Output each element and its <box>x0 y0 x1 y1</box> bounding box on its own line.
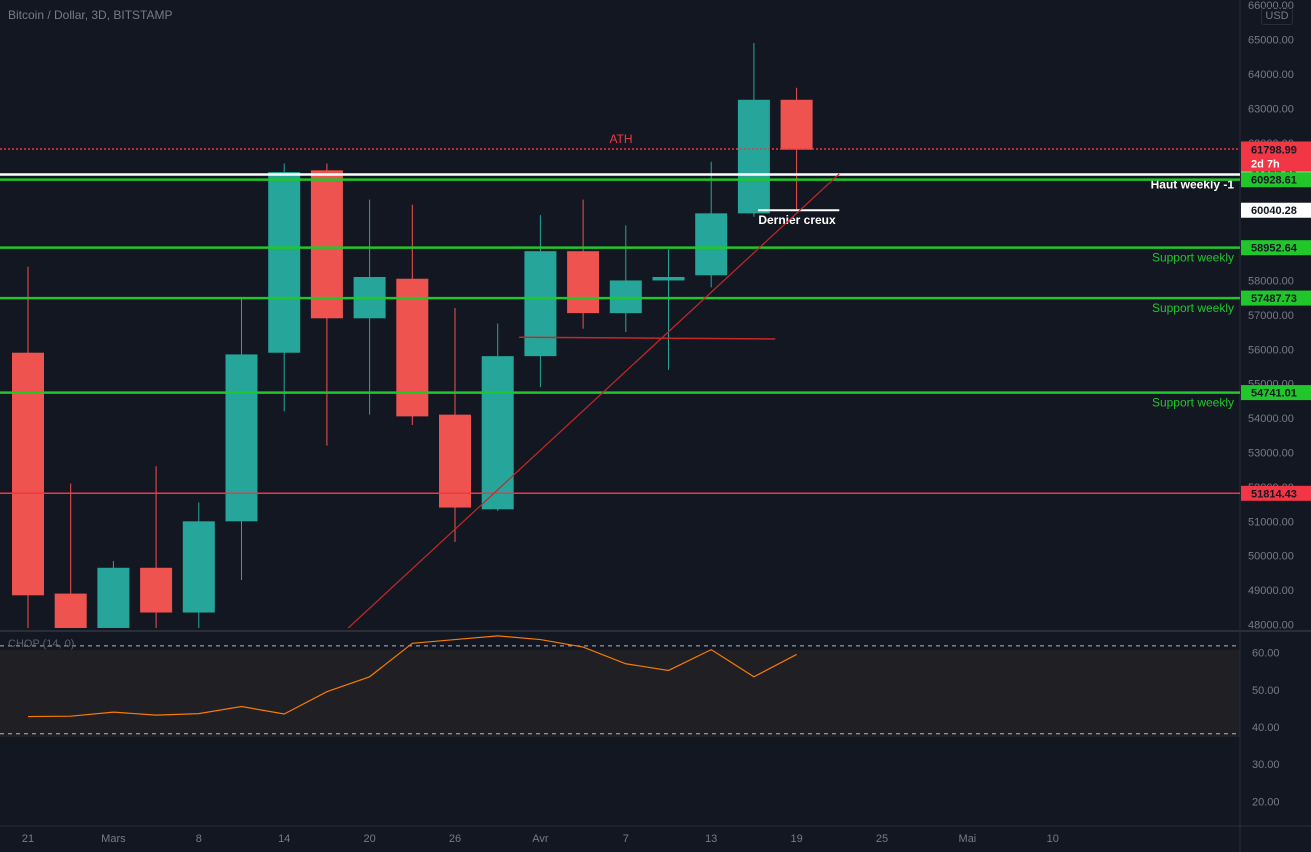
candle <box>609 225 642 333</box>
candle <box>524 215 557 388</box>
x-tick-label: Avr <box>532 833 549 845</box>
y-tick-label: 49000.00 <box>1248 585 1294 597</box>
candle <box>780 87 813 210</box>
x-tick-label: Mars <box>101 833 126 845</box>
candle <box>54 483 87 628</box>
candle-body <box>310 170 343 319</box>
candle <box>310 163 343 446</box>
x-tick-label: 13 <box>705 833 717 845</box>
x-tick-label: 7 <box>623 833 629 845</box>
price-label-box <box>1241 485 1311 501</box>
y-tick-label: 48000.00 <box>1248 620 1294 632</box>
x-tick-label: 14 <box>278 833 290 845</box>
x-tick-label: 25 <box>876 833 888 845</box>
price-label-box <box>1241 240 1311 256</box>
candle-body <box>567 251 600 314</box>
price-label-text: 60040.28 <box>1251 205 1297 217</box>
x-tick-label: 26 <box>449 833 461 845</box>
haut-weekly-label: Haut weekly -1 <box>1151 178 1235 192</box>
candle <box>737 43 770 217</box>
chop-tick-label: 40.00 <box>1252 722 1280 734</box>
candle <box>182 502 215 628</box>
chop-tick-label: 20.00 <box>1252 796 1280 808</box>
price-label-text: 54741.01 <box>1251 388 1297 400</box>
x-tick-label: 20 <box>363 833 375 845</box>
candle-body <box>182 521 215 613</box>
candle-body <box>780 99 813 150</box>
candle-body <box>97 567 130 628</box>
y-tick-label: 63000.00 <box>1248 103 1294 115</box>
price-label-box <box>1241 202 1311 218</box>
y-tick-label: 51000.00 <box>1248 516 1294 528</box>
y-tick-label: 57000.00 <box>1248 310 1294 322</box>
price-label-text: 51814.43 <box>1251 488 1297 500</box>
support-label: Support weekly <box>1152 251 1234 265</box>
price-label-box <box>1241 385 1311 401</box>
candle <box>97 560 130 628</box>
support-label: Support weekly <box>1152 396 1234 410</box>
candle-body <box>140 567 173 613</box>
chop-tick-label: 50.00 <box>1252 685 1280 697</box>
chart-title: Bitcoin / Dollar, 3D, BITSTAMP <box>8 8 173 22</box>
indicator-band-fill <box>0 650 1240 737</box>
candle-body <box>609 280 642 314</box>
candle <box>439 307 471 542</box>
candle-body <box>737 99 770 214</box>
indicator-label: CHOP (14, 0) <box>8 638 75 650</box>
price-label-box <box>1241 172 1311 188</box>
price-label-text: 61798.99 <box>1251 145 1297 157</box>
countdown-box <box>1241 156 1311 172</box>
support-label: Support weekly <box>1152 301 1234 315</box>
candle-body <box>12 352 44 596</box>
candle-body <box>652 277 685 281</box>
price-label-box <box>1241 290 1311 306</box>
x-tick-label: 21 <box>22 833 34 845</box>
candle <box>268 163 301 412</box>
y-tick-label: 58000.00 <box>1248 275 1294 287</box>
currency-button[interactable]: USD <box>1261 7 1293 25</box>
x-tick-label: 8 <box>196 833 202 845</box>
horizontal-segment <box>519 336 776 340</box>
candle-body <box>481 356 514 510</box>
x-tick-label: 19 <box>790 833 802 845</box>
price-label-text: 58952.64 <box>1251 243 1298 255</box>
dernier-creux-label: Dernier creux <box>758 213 836 227</box>
chop-tick-label: 60.00 <box>1252 648 1280 660</box>
chop-tick-label: 30.00 <box>1252 759 1280 771</box>
chop-line <box>27 635 797 718</box>
y-tick-label: 64000.00 <box>1248 69 1294 81</box>
x-tick-label: 10 <box>1047 833 1059 845</box>
candle-body <box>268 172 301 353</box>
price-label-box <box>1241 142 1311 158</box>
candle-body <box>225 354 258 522</box>
candle-body <box>439 414 471 508</box>
y-tick-label: 66000.00 <box>1248 0 1294 12</box>
countdown-text: 2d 7h <box>1251 159 1280 171</box>
y-tick-label: 56000.00 <box>1248 344 1294 356</box>
price-label-text: 57487.73 <box>1251 293 1297 305</box>
trendline <box>347 173 840 629</box>
y-tick-label: 65000.00 <box>1248 35 1294 47</box>
y-tick-label: 50000.00 <box>1248 551 1294 563</box>
ath-label: ATH <box>609 132 632 146</box>
candle <box>567 199 600 329</box>
y-tick-label: 54000.00 <box>1248 413 1294 425</box>
candle-body <box>396 278 429 417</box>
price-label-text: 60928.61 <box>1251 175 1297 187</box>
candle <box>695 161 728 288</box>
candle-body <box>54 593 87 628</box>
candle <box>481 323 514 512</box>
candle-body <box>695 213 728 276</box>
candle <box>652 249 685 370</box>
y-tick-label: 53000.00 <box>1248 448 1294 460</box>
candle-body <box>524 251 557 357</box>
x-tick-label: Mai <box>959 833 977 845</box>
